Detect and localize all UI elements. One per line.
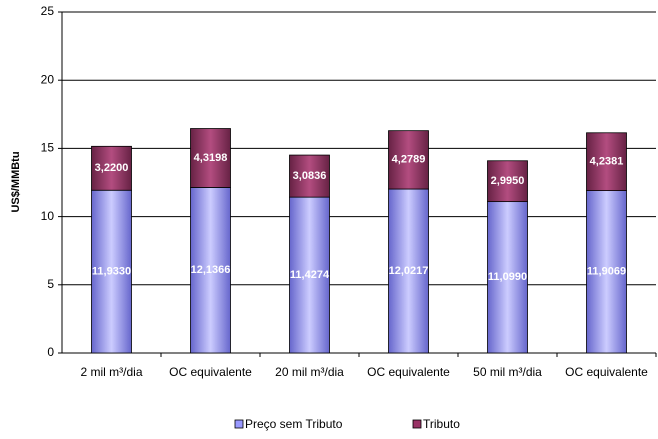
legend-label: Preço sem Tributo: [245, 417, 343, 431]
value-label: 12,1366: [191, 264, 231, 276]
value-label: 11,4274: [290, 269, 330, 281]
value-label: 11,9330: [92, 266, 131, 278]
y-tick-label: 15: [41, 141, 55, 155]
value-label: 4,2789: [392, 154, 426, 166]
value-label: 12,0217: [389, 265, 429, 277]
legend-swatch: [412, 419, 422, 429]
legend-label: Tributo: [423, 417, 460, 431]
bar-segment: [388, 188, 429, 354]
bar-segment: [91, 189, 132, 354]
y-tick-label: 25: [41, 4, 55, 18]
value-label: 4,2381: [590, 156, 624, 168]
x-tick-label: 2 mil m³/dia: [80, 365, 142, 379]
value-label: 3,0836: [293, 170, 327, 182]
bar-segment: [289, 196, 330, 354]
value-label: 11,9069: [587, 266, 626, 278]
bar-segment: [388, 130, 429, 190]
x-tick-label: 20 mil m³/dia: [275, 365, 344, 379]
legend-swatch: [234, 419, 244, 429]
value-label: 4,3198: [194, 152, 228, 164]
bar-segment: [190, 128, 231, 188]
bar-segment: [586, 190, 627, 354]
value-label: 2,9950: [491, 175, 525, 187]
x-tick-label: OC equivalente: [169, 365, 252, 379]
y-tick-label: 5: [47, 277, 54, 291]
bar-segment: [91, 145, 132, 191]
x-tick-label: OC equivalente: [367, 365, 450, 379]
bar-segment: [190, 187, 231, 354]
bar-segment: [586, 132, 627, 191]
bar-segment: [487, 201, 528, 354]
value-label: 11,0990: [488, 271, 527, 283]
y-tick-label: 0: [47, 345, 54, 359]
y-tick-label: 10: [41, 209, 55, 223]
bar-segment: [289, 154, 330, 198]
value-label: 3,2200: [95, 162, 129, 174]
y-axis-label: US$/MMBtu: [10, 151, 22, 212]
bar-segment: [487, 160, 528, 203]
x-tick-label: OC equivalente: [565, 365, 648, 379]
y-tick-label: 20: [41, 72, 55, 86]
x-tick-label: 50 mil m³/dia: [473, 365, 542, 379]
